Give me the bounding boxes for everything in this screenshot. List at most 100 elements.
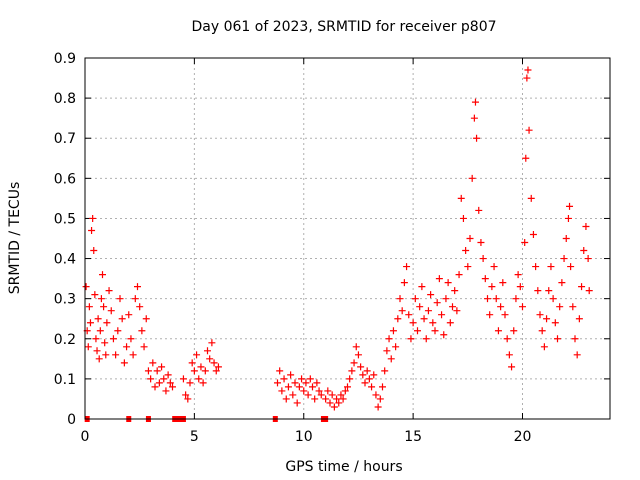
data-point bbox=[112, 351, 120, 359]
data-point bbox=[354, 351, 362, 359]
data-point bbox=[199, 379, 207, 387]
data-point bbox=[505, 351, 513, 359]
data-point bbox=[155, 379, 163, 387]
data-point bbox=[381, 367, 389, 375]
data-point bbox=[302, 379, 310, 387]
data-point bbox=[444, 279, 452, 287]
data-point bbox=[451, 287, 459, 295]
data-point bbox=[420, 315, 428, 323]
y-tick-label: 0.9 bbox=[54, 51, 76, 67]
data-point bbox=[90, 247, 98, 255]
data-point bbox=[92, 335, 100, 343]
data-point bbox=[99, 271, 106, 279]
data-point bbox=[564, 214, 572, 222]
data-point bbox=[575, 315, 583, 323]
data-point bbox=[107, 307, 115, 315]
data-point bbox=[298, 375, 306, 383]
data-point bbox=[313, 379, 321, 387]
data-point bbox=[102, 351, 110, 359]
data-point bbox=[311, 395, 319, 403]
data-point bbox=[566, 202, 574, 210]
y-tick-label: 0.3 bbox=[54, 292, 76, 308]
data-point bbox=[427, 291, 435, 299]
data-point bbox=[280, 375, 288, 383]
data-point bbox=[534, 287, 542, 295]
data-point bbox=[350, 359, 358, 367]
data-point bbox=[136, 303, 144, 311]
data-point bbox=[291, 379, 299, 387]
data-point bbox=[501, 311, 509, 319]
data-point bbox=[125, 311, 133, 319]
data-point bbox=[352, 343, 360, 351]
data-point bbox=[365, 375, 373, 383]
data-point bbox=[144, 367, 152, 375]
data-point bbox=[411, 295, 419, 303]
data-point bbox=[276, 367, 284, 375]
data-point bbox=[494, 327, 502, 335]
data-point bbox=[190, 367, 198, 375]
data-point bbox=[295, 383, 303, 391]
data-point bbox=[578, 283, 586, 291]
data-point bbox=[86, 319, 94, 327]
data-point bbox=[538, 327, 546, 335]
data-point bbox=[429, 319, 437, 327]
data-point bbox=[374, 403, 382, 411]
data-point bbox=[462, 247, 470, 255]
data-point bbox=[123, 343, 131, 351]
data-point bbox=[140, 343, 148, 351]
data-point bbox=[337, 391, 345, 399]
data-point bbox=[492, 295, 500, 303]
data-point bbox=[468, 174, 476, 182]
data-point bbox=[389, 327, 397, 335]
data-point bbox=[499, 279, 507, 287]
data-point bbox=[195, 375, 203, 383]
gridlines bbox=[85, 58, 610, 419]
data-point bbox=[151, 383, 159, 391]
data-point bbox=[134, 283, 141, 291]
data-point bbox=[497, 303, 505, 311]
data-point bbox=[422, 335, 430, 343]
data-point bbox=[385, 335, 393, 343]
data-point bbox=[405, 311, 413, 319]
data-point bbox=[204, 347, 211, 355]
data-point bbox=[562, 235, 570, 242]
data-point bbox=[341, 387, 349, 395]
data-point bbox=[524, 66, 532, 74]
y-tick-label: 0.6 bbox=[54, 171, 76, 187]
data-point bbox=[210, 359, 218, 367]
data-point bbox=[387, 355, 395, 363]
data-point bbox=[479, 255, 487, 263]
data-point bbox=[142, 315, 150, 323]
data-point bbox=[214, 363, 222, 371]
data-point bbox=[379, 383, 386, 391]
data-point bbox=[335, 399, 343, 407]
y-tick-label: 0.8 bbox=[54, 91, 76, 107]
x-tick-label: 0 bbox=[81, 429, 90, 445]
data-point bbox=[372, 391, 380, 399]
data-point bbox=[473, 134, 481, 142]
data-point bbox=[182, 391, 190, 399]
data-point bbox=[304, 391, 312, 399]
data-point bbox=[510, 327, 518, 335]
data-point bbox=[158, 363, 166, 371]
x-tick-label: 10 bbox=[295, 429, 313, 445]
data-point bbox=[153, 367, 161, 375]
data-point bbox=[309, 383, 316, 391]
data-point bbox=[103, 319, 111, 327]
data-point bbox=[96, 327, 104, 335]
data-point bbox=[582, 222, 590, 230]
data-point bbox=[346, 375, 354, 383]
data-point bbox=[138, 327, 146, 335]
data-point bbox=[512, 295, 520, 303]
data-point bbox=[166, 379, 174, 387]
data-point bbox=[289, 391, 297, 399]
data-point bbox=[131, 295, 139, 303]
data-point bbox=[149, 359, 157, 367]
data-point bbox=[416, 303, 424, 311]
data-point bbox=[470, 114, 478, 122]
data-point bbox=[403, 263, 411, 271]
data-point bbox=[100, 303, 108, 311]
data-point bbox=[508, 363, 516, 371]
y-tick-label: 0 bbox=[67, 412, 76, 428]
data-point bbox=[446, 319, 454, 327]
